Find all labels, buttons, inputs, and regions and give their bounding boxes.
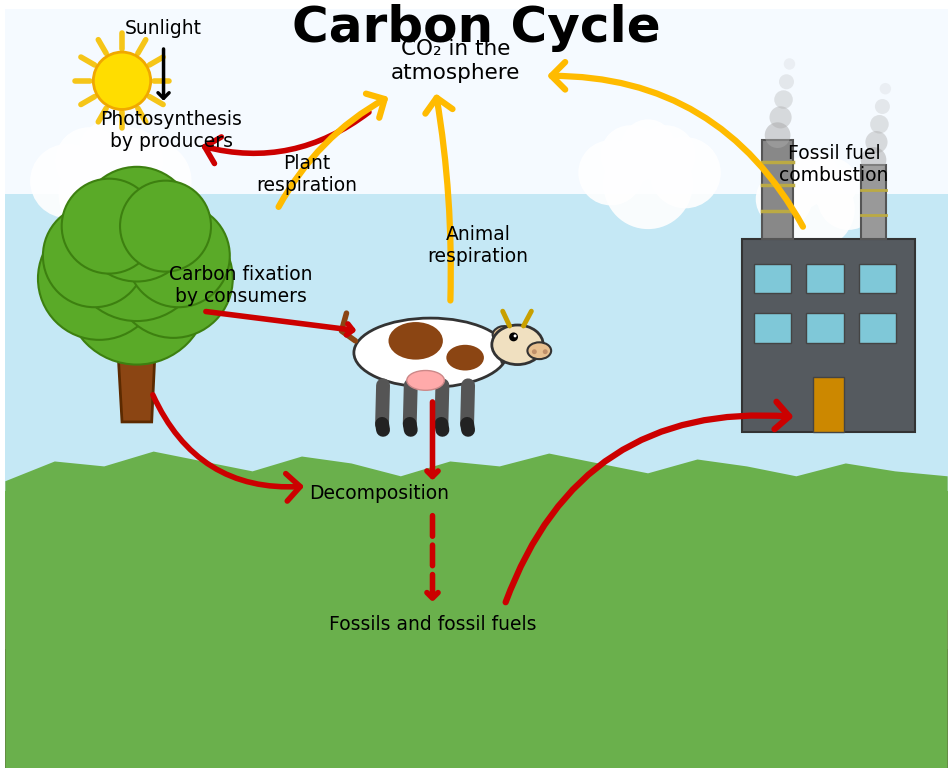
Circle shape [93,52,150,110]
Circle shape [874,99,889,114]
Circle shape [543,349,547,354]
Circle shape [127,204,229,307]
Circle shape [783,58,794,70]
Text: Decomposition: Decomposition [308,484,448,502]
Polygon shape [858,263,895,293]
Circle shape [59,144,159,245]
Circle shape [603,140,692,229]
Circle shape [110,141,191,221]
Text: Photosynthesis
by producers: Photosynthesis by producers [100,110,242,151]
Circle shape [869,115,888,134]
Circle shape [764,122,789,148]
Ellipse shape [526,343,550,359]
Polygon shape [753,313,790,343]
Text: Animal
respiration: Animal respiration [427,226,528,266]
Ellipse shape [407,370,444,390]
Circle shape [114,219,232,338]
Circle shape [621,119,674,173]
Circle shape [38,217,160,340]
Circle shape [777,170,854,248]
Circle shape [774,158,825,210]
Polygon shape [742,239,914,432]
Polygon shape [6,491,946,570]
Ellipse shape [492,326,510,339]
Polygon shape [109,293,164,422]
Circle shape [864,131,886,153]
Circle shape [636,125,695,184]
Circle shape [62,179,156,273]
FancyArrowPatch shape [551,62,803,227]
Polygon shape [6,194,946,491]
Circle shape [805,158,857,210]
Circle shape [768,106,791,128]
Circle shape [95,127,163,194]
Circle shape [879,83,890,94]
Polygon shape [6,452,946,768]
Text: Fossil fuel
combustion: Fossil fuel combustion [779,144,887,185]
Text: Plant
respiration: Plant respiration [256,154,357,195]
Circle shape [778,74,793,89]
Polygon shape [6,491,946,768]
Polygon shape [805,263,843,293]
Polygon shape [6,8,946,194]
Polygon shape [761,140,793,239]
Circle shape [578,140,643,205]
Circle shape [773,91,792,109]
FancyArrowPatch shape [205,112,368,164]
Circle shape [79,121,139,181]
Ellipse shape [446,345,484,370]
Circle shape [860,147,885,173]
Text: CO₂ in the
atmosphere: CO₂ in the atmosphere [390,39,520,83]
Text: Sunlight: Sunlight [125,19,202,38]
Polygon shape [860,165,885,239]
Circle shape [43,204,146,307]
FancyArrowPatch shape [152,395,300,501]
Text: Fossils and fossil fuels: Fossils and fossil fuels [328,615,536,634]
Polygon shape [805,313,843,343]
FancyArrowPatch shape [425,98,452,300]
Circle shape [508,333,518,341]
Circle shape [69,187,204,321]
Circle shape [600,125,659,184]
Polygon shape [6,649,946,768]
Circle shape [513,334,516,337]
Text: Carbon fixation
by consumers: Carbon fixation by consumers [169,265,312,306]
Circle shape [792,153,839,199]
Circle shape [120,180,210,272]
Polygon shape [858,313,895,343]
Circle shape [817,168,878,230]
Ellipse shape [388,322,443,359]
Circle shape [755,170,811,227]
Circle shape [531,349,536,354]
Circle shape [649,137,720,208]
Circle shape [79,167,194,282]
Ellipse shape [353,318,506,387]
Polygon shape [494,331,519,362]
Polygon shape [812,377,843,432]
Polygon shape [6,610,946,768]
Ellipse shape [491,325,543,365]
Circle shape [30,144,104,218]
Circle shape [66,222,208,365]
Polygon shape [753,263,790,293]
FancyArrowPatch shape [278,94,385,207]
Circle shape [55,127,123,194]
Text: Carbon Cycle: Carbon Cycle [291,5,660,52]
FancyArrowPatch shape [506,402,788,602]
